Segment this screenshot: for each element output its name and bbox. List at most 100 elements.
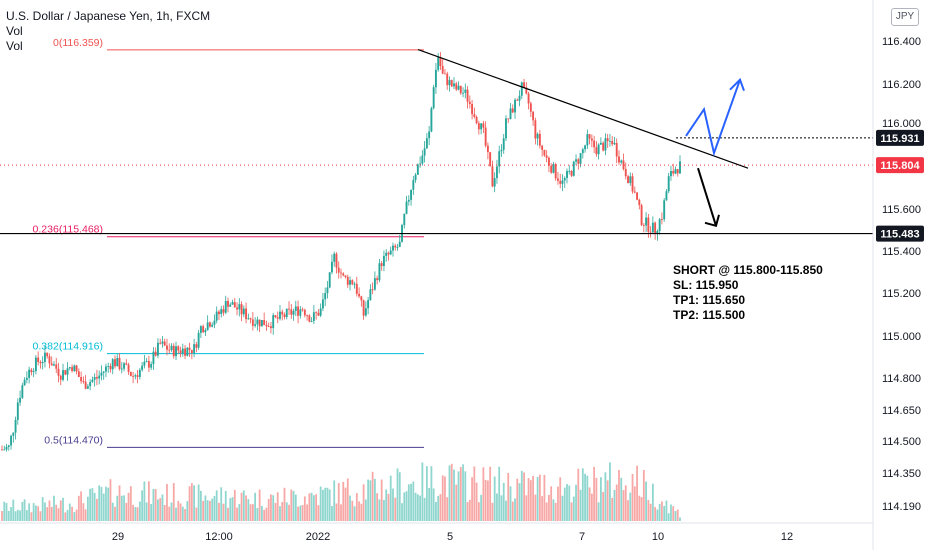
volume-bar (245, 495, 247, 521)
volume-bar (367, 479, 370, 521)
candle-body (516, 99, 519, 101)
price-label: 115.483 (880, 229, 919, 241)
volume-bar (48, 500, 51, 521)
volume-bar (80, 491, 82, 521)
volume-bar (405, 491, 408, 521)
candle-body (75, 365, 78, 372)
candle-body (462, 92, 464, 94)
candle-body (647, 217, 650, 232)
candle-body (676, 169, 679, 174)
candle-body (274, 315, 277, 318)
candle-body (572, 161, 575, 176)
volume-bar (154, 489, 157, 521)
volume-bar (439, 494, 442, 521)
volume-bar (247, 499, 250, 521)
symbol-title[interactable]: U.S. Dollar / Japanese Yen, 1h, FXCM (6, 9, 211, 23)
candle-body (568, 170, 571, 172)
volume-bar (665, 500, 668, 521)
candle-body (367, 300, 370, 309)
candle-body (590, 138, 593, 141)
candle-body (588, 134, 591, 139)
candle-body (602, 142, 605, 151)
candle-body (491, 166, 494, 187)
candle-body (306, 315, 309, 317)
candle-body (254, 324, 257, 326)
candle-body (475, 116, 478, 124)
candle-body (466, 89, 469, 102)
volume-bar (166, 484, 168, 521)
volume-bar (123, 495, 125, 521)
volume-bar (561, 495, 564, 521)
volume-bar (572, 496, 575, 521)
volume-bar (514, 498, 516, 521)
candle-body (486, 145, 489, 153)
candle-body (627, 176, 629, 184)
volume-bar (64, 512, 67, 521)
volume-bar (364, 499, 367, 521)
candle-body (21, 385, 24, 398)
candle-body (622, 160, 625, 170)
volume-bar (430, 466, 433, 521)
candle-body (663, 200, 666, 220)
volume-indicator-label-2[interactable]: Vol (6, 39, 23, 53)
volume-bar (324, 487, 327, 521)
candle-body (303, 309, 306, 316)
candle-body (41, 361, 44, 364)
candle-body (620, 160, 623, 163)
currency-button[interactable]: JPY (891, 8, 919, 26)
volume-bar (667, 513, 670, 521)
price-tick-label: 115.600 (882, 204, 921, 216)
volume-bar (319, 486, 322, 521)
candle-body (665, 191, 668, 201)
candle-body (566, 170, 568, 179)
volume-bar (651, 483, 654, 521)
candle-body (414, 174, 417, 181)
volume-bar (188, 486, 191, 521)
candle-body (317, 312, 320, 316)
candle-body (423, 148, 426, 156)
candle-body (62, 370, 64, 380)
candle-body (633, 191, 636, 193)
volume-bar (102, 493, 105, 521)
candle-body (102, 371, 105, 373)
volume-bar (575, 484, 577, 521)
volume-bar (532, 476, 534, 521)
volume-bar (523, 472, 525, 521)
volume-bar (593, 466, 596, 521)
volume-bar (595, 477, 598, 521)
candle-body (57, 368, 60, 376)
candle-body (335, 253, 338, 268)
candle-body (32, 371, 35, 373)
volume-bar (292, 490, 295, 521)
candle-body (123, 363, 125, 369)
candle-body (599, 142, 602, 145)
volume-bar (116, 495, 119, 521)
candle-body (444, 73, 446, 75)
candle-body (477, 123, 480, 130)
candle-body (220, 309, 223, 315)
candle-body (39, 361, 42, 364)
candle-body (450, 80, 453, 87)
volume-bar (450, 463, 453, 521)
candle-body (489, 152, 492, 167)
volume-indicator-label[interactable]: Vol (6, 24, 23, 38)
candle-body (236, 307, 238, 310)
volume-bar (195, 507, 198, 521)
candle-body (331, 261, 333, 273)
candle-body (3, 449, 6, 451)
volume-bar (136, 507, 139, 521)
volume-bar (175, 507, 177, 521)
candle-body (23, 379, 26, 386)
trade-note-tp1: TP1: 115.650 (673, 293, 746, 307)
volume-bar (143, 481, 146, 521)
volume-bar (231, 497, 234, 521)
volume-bar (371, 471, 374, 521)
volume-bar (642, 470, 645, 521)
price-tick-label: 116.400 (882, 36, 921, 48)
volume-bar (656, 509, 659, 521)
candle-body (82, 381, 85, 382)
volume-bar (199, 490, 202, 521)
candle-body (518, 95, 521, 101)
